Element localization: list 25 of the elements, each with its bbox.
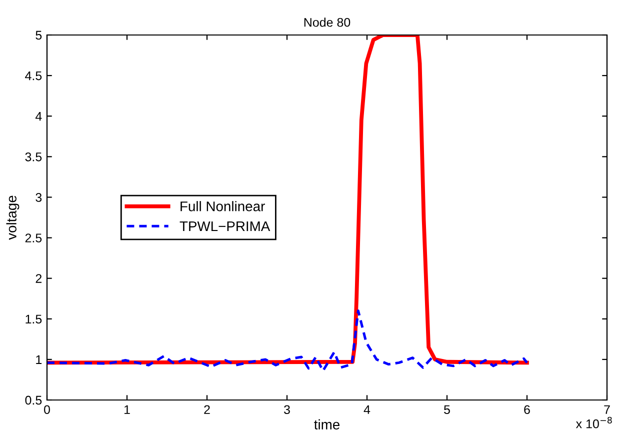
- y-tick-label: 2: [36, 274, 42, 283]
- legend-label: TPWL−PRIMA: [180, 221, 270, 232]
- x-tick-label: 2: [204, 405, 210, 414]
- x-axis-title: time: [314, 419, 340, 430]
- y-tick-label: 4.5: [25, 71, 42, 80]
- y-tick-label: 1.5: [26, 314, 42, 324]
- text: x 10$^{−8}$: [576, 416, 612, 428]
- x-tick-label: 7: [604, 405, 610, 414]
- chart-title: Node 80: [304, 18, 350, 27]
- y-tick-label: 0.5: [25, 396, 42, 405]
- y-tick-label: 4: [35, 112, 42, 121]
- legend-label: Full Nonlinear: [180, 201, 265, 212]
- y-axis-title: voltage: [6, 196, 20, 240]
- y-tick-label: 2.5: [25, 234, 42, 242]
- x-tick-label: 4: [364, 405, 370, 414]
- line-series: [47, 310, 528, 372]
- x-tick-label: 3: [284, 405, 290, 414]
- x-tick-label: 1: [124, 405, 130, 414]
- y-tick-label: 3: [36, 193, 42, 202]
- x-tick-label: 5: [444, 405, 450, 414]
- y-tick-label: 1: [36, 355, 42, 364]
- y-tick-label: 5: [36, 30, 42, 40]
- y-tick-label: 3.5: [25, 152, 42, 162]
- x-tick-label: 0: [44, 405, 50, 414]
- x-tick-label: 6: [524, 405, 530, 414]
